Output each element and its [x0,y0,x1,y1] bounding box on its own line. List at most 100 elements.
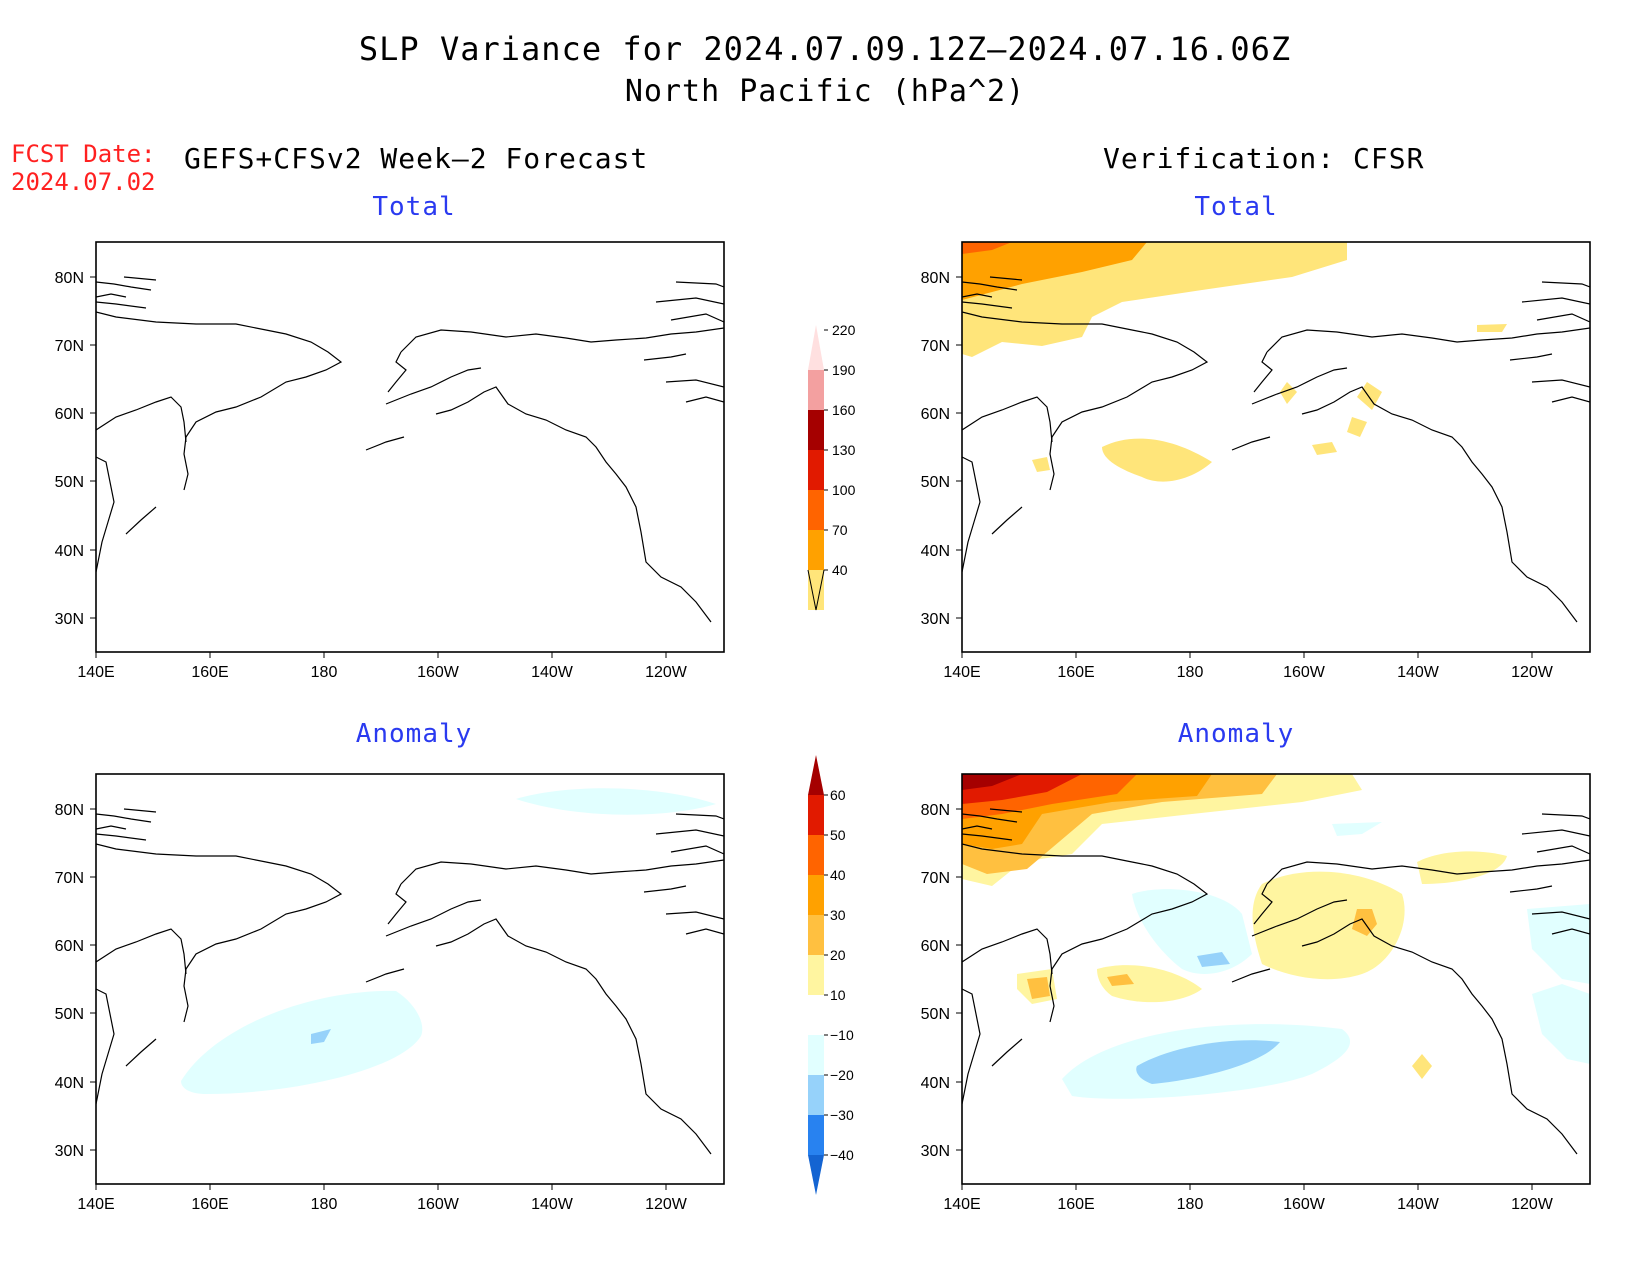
colorbar-label: 10 [830,987,846,1003]
colorbar-label: 190 [832,362,856,378]
colorbar-swatch [808,1115,824,1155]
lon-label: 180 [311,664,338,681]
verification-total-label: Total [1194,192,1278,222]
lon-label: 140E [77,664,114,681]
contour-fill [1527,904,1590,984]
colorbar-label: 40 [830,867,846,883]
coastline [125,1038,157,1067]
coastline [123,808,157,813]
lon-label: 160E [191,664,228,681]
coastline [670,313,724,323]
coastline [962,833,1013,841]
colorbar-label: −10 [830,1027,854,1043]
lat-label: 40N [921,543,950,560]
colorbar-swatch [808,1035,824,1075]
lat-label: 60N [921,406,950,423]
coastline [962,988,981,1105]
colorbar-bottom-cap [807,569,825,611]
coastline [1509,885,1553,893]
coastline [96,825,127,830]
colorbar-label: −40 [830,1147,854,1163]
verification-anomaly-label: Anomaly [1177,719,1295,749]
coastline [96,813,152,823]
colorbar-swatch [808,325,824,370]
contour-fill [962,242,1012,254]
lon-label: 120W [1511,664,1554,681]
coastline [387,883,407,925]
contour-fill [1107,974,1134,986]
coastline [1541,813,1590,820]
lat-label: 80N [921,270,950,287]
lon-label: 140W [531,1196,574,1213]
colorbar-label: 60 [830,787,846,803]
coastline [962,456,981,573]
contour-fill [1252,871,1405,980]
colorbar-label: 130 [832,442,856,458]
colorbar-swatch [808,490,824,530]
contour-fill [311,1029,331,1044]
contour-fill [1197,952,1230,967]
contour-fill [1280,382,1297,404]
coastline [665,911,724,920]
lat-label: 80N [55,802,84,819]
contour-fill [1136,1040,1280,1084]
coastline [1536,845,1590,855]
coastline [685,928,724,935]
coastline [685,396,724,403]
coastline [1521,297,1590,305]
lon-label: 120W [645,664,688,681]
coastline [962,281,1018,291]
lon-label: 160W [1283,664,1326,681]
coastline [385,367,482,405]
map-frame [961,773,1591,1185]
colorbar-swatch [808,795,824,835]
coastline [962,843,1209,1023]
contour-fill [1332,822,1382,836]
coastline [123,276,157,281]
contour-fill [1347,417,1367,437]
forecast-anomaly-label: Anomaly [355,719,473,749]
main-title-line1: SLP Variance for 2024.07.09.12Z–2024.07.… [358,30,1292,68]
coastline [125,506,157,535]
coastline [962,813,1018,823]
lat-label: 70N [55,338,84,355]
coastline [670,845,724,855]
contour-fill [1412,1054,1432,1079]
coastline [387,351,407,393]
coastline [385,899,482,937]
coastline [1301,918,1578,1155]
coastline [1266,859,1590,885]
colorbar-swatch [808,450,824,490]
contour-fill [1027,977,1050,999]
lat-label: 70N [55,870,84,887]
coastline [365,436,405,451]
map-frame [961,241,1591,653]
lat-label: 40N [55,543,84,560]
colorbar-swatch [808,530,824,570]
coastline [1531,379,1590,388]
lat-label: 30N [921,1143,950,1160]
lon-label: 160W [417,664,460,681]
contour-fill [1532,984,1590,1064]
colorbar-label: 220 [832,322,856,338]
coastline [1231,968,1271,983]
contour-fill [1477,324,1507,332]
coastline [1536,313,1590,323]
coastline [96,396,187,443]
coastline [643,885,687,893]
lat-label: 60N [921,938,950,955]
coastline [1509,353,1553,361]
coastline [96,833,147,841]
colorbar-label: 40 [832,562,848,578]
lon-label: 140W [531,664,574,681]
coastline [962,293,993,298]
map-area [96,276,724,623]
colorbar-label: 30 [830,907,846,923]
coastline [1253,351,1273,393]
lon-label: 140E [77,1196,114,1213]
lon-label: 160W [417,1196,460,1213]
map-area [96,788,724,1155]
coastline [1521,829,1590,837]
lat-label: 30N [55,1143,84,1160]
